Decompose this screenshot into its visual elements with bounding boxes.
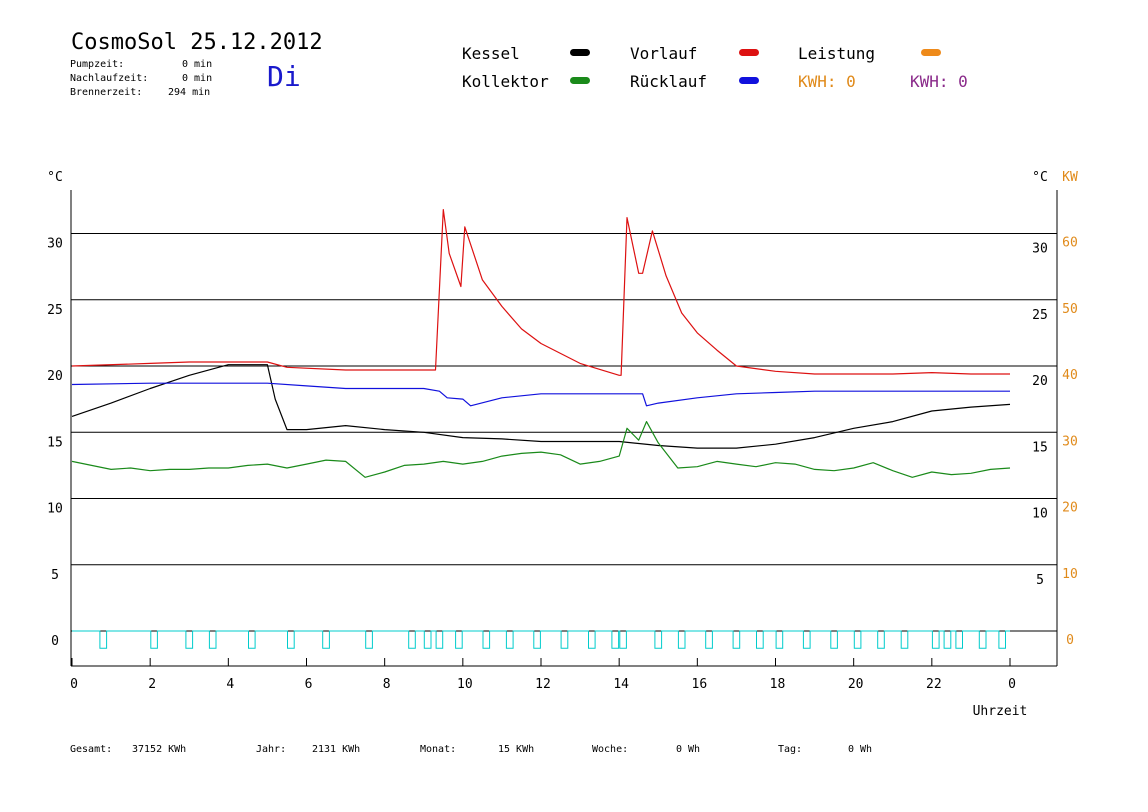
legend-kessel-label: Kessel — [462, 44, 520, 63]
footer-monat-label: Monat: — [420, 744, 457, 755]
y-left-tick-label: 15 — [47, 435, 63, 450]
y-left-tick-label: 10 — [47, 502, 63, 517]
x-tick-label: 22 — [926, 677, 942, 692]
footer-woche-value: 0 Wh — [676, 744, 701, 755]
y-right2-tick-label: 30 — [1062, 434, 1078, 449]
y-right2-tick-label: 0 — [1066, 633, 1074, 648]
x-tick-label: 2 — [148, 677, 156, 692]
y-right-unit: °C — [1032, 170, 1048, 185]
stat-label-brennerzeit: Brennerzeit: — [70, 87, 143, 98]
series-line-kollektor — [71, 421, 1011, 478]
footer-monat-value: 15 KWh — [498, 744, 535, 755]
x-tick-label: 18 — [770, 677, 786, 692]
weekday-label: Di — [267, 60, 301, 93]
y-left-tick-label: 5 — [51, 568, 59, 583]
y-right-tick-label: 25 — [1032, 308, 1048, 323]
chart-axes — [70, 190, 1058, 667]
legend-vorlauf-label: Vorlauf — [630, 44, 698, 63]
legend-kollektor-swatch — [570, 77, 590, 84]
y-right2-tick-label: 60 — [1062, 236, 1078, 251]
series-line-leistung — [72, 630, 1010, 649]
x-tick-label: 6 — [305, 677, 313, 692]
y-left-tick-label: 20 — [47, 369, 63, 384]
y-left-tick-label: 30 — [47, 237, 63, 252]
x-axis-label: Uhrzeit — [973, 704, 1028, 719]
y-left-unit: °C — [47, 170, 63, 185]
chart-labels: 0 2 4 6 8 10 12 14 16 18 20 22 0 Uhrzeit 0 5 10 15 20 25 30 °… — [47, 170, 1078, 719]
footer-jahr-label: Jahr: — [256, 744, 287, 755]
stat-value-brennerzeit: 294 min — [168, 87, 211, 98]
footer-gesamt-label: Gesamt: — [70, 744, 113, 755]
y-left-tick-label: 25 — [47, 303, 63, 318]
series-line-vorlauf — [71, 209, 1010, 376]
footer-woche-label: Woche: — [592, 744, 629, 755]
footer-gesamt-value: 37152 KWh — [132, 744, 187, 755]
series-line-kessel — [71, 364, 1011, 449]
y-right-tick-label: 10 — [1032, 507, 1048, 522]
x-tick-label: 0 — [1008, 677, 1016, 692]
y-left-tick-label: 0 — [51, 634, 59, 649]
legend-kessel-swatch — [570, 49, 590, 56]
legend-leistung-label: Leistung — [798, 44, 876, 63]
legend-ruecklauf-label: Rücklauf — [630, 72, 708, 91]
y-right-tick-label: 20 — [1032, 374, 1048, 389]
series-line-rcklauf — [71, 382, 1010, 407]
x-tick-label: 16 — [692, 677, 708, 692]
x-tick-label: 10 — [457, 677, 473, 692]
stat-value-nachlaufzeit: 0 min — [182, 73, 213, 84]
stat-value-pumpzeit: 0 min — [182, 59, 213, 70]
kwh-purple-readout: KWH: 0 — [910, 72, 968, 91]
footer-tag-label: Tag: — [778, 744, 803, 755]
y-right-tick-label: 5 — [1036, 573, 1044, 588]
chart-grid — [71, 233, 1057, 632]
x-tick-label: 4 — [226, 677, 234, 692]
y-right2-tick-label: 50 — [1062, 302, 1078, 317]
legend-ruecklauf-swatch — [739, 77, 759, 84]
legend-kollektor-label: Kollektor — [462, 72, 549, 91]
legend-vorlauf-swatch — [739, 49, 759, 56]
x-tick-label: 14 — [613, 677, 629, 692]
footer-tag-value: 0 Wh — [848, 744, 873, 755]
legend-leistung-swatch — [921, 49, 941, 56]
y-right-tick-label: 30 — [1032, 242, 1048, 257]
y-right-tick-label: 15 — [1032, 440, 1048, 455]
x-tick-label: 20 — [848, 677, 864, 692]
x-tick-label: 12 — [535, 677, 551, 692]
stat-label-pumpzeit: Pumpzeit: — [70, 59, 125, 70]
y-right2-tick-label: 20 — [1062, 501, 1078, 516]
page-title: CosmoSol 25.12.2012 — [71, 30, 323, 55]
chart-series — [71, 209, 1011, 649]
x-tick-label: 8 — [383, 677, 391, 692]
footer-jahr-value: 2131 KWh — [312, 744, 361, 755]
x-tick-label: 0 — [70, 677, 78, 692]
kwh-orange-readout: KWH: 0 — [798, 72, 856, 91]
y-right2-tick-label: 10 — [1062, 567, 1078, 582]
stat-label-nachlaufzeit: Nachlaufzeit: — [70, 73, 149, 84]
y-right2-unit: KW — [1062, 170, 1078, 185]
y-right2-tick-label: 40 — [1062, 368, 1078, 383]
